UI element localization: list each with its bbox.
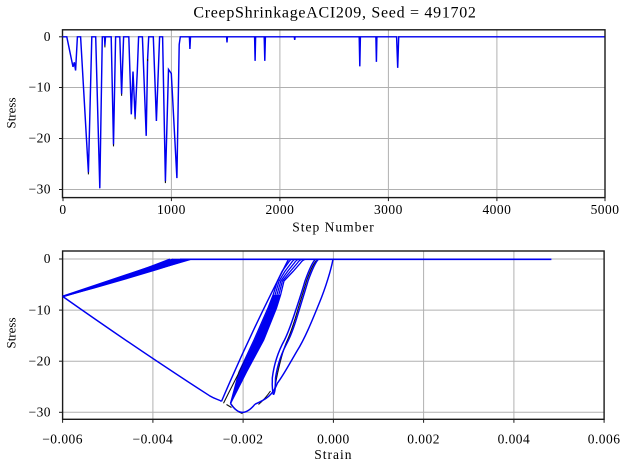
svg-text:−20: −20 xyxy=(29,353,51,368)
svg-text:−10: −10 xyxy=(29,80,51,95)
svg-text:0.006: 0.006 xyxy=(588,432,621,447)
svg-text:2000: 2000 xyxy=(265,202,294,217)
svg-text:0: 0 xyxy=(59,202,66,217)
svg-text:−0.004: −0.004 xyxy=(133,432,174,447)
svg-text:0: 0 xyxy=(44,29,51,44)
svg-text:−20: −20 xyxy=(29,131,51,146)
svg-text:Stress: Stress xyxy=(4,317,19,348)
svg-text:−0.002: −0.002 xyxy=(223,432,264,447)
svg-text:4000: 4000 xyxy=(482,202,511,217)
svg-text:−30: −30 xyxy=(29,405,51,420)
svg-text:−0.006: −0.006 xyxy=(42,432,83,447)
svg-text:0: 0 xyxy=(44,251,51,266)
svg-text:−30: −30 xyxy=(29,182,51,197)
svg-text:0.004: 0.004 xyxy=(498,432,531,447)
svg-text:0.000: 0.000 xyxy=(317,432,350,447)
svg-text:CreepShrinkageACI209, Seed = 4: CreepShrinkageACI209, Seed = 491702 xyxy=(193,5,476,22)
svg-text:Strain: Strain xyxy=(314,447,352,462)
svg-text:3000: 3000 xyxy=(374,202,403,217)
svg-text:5000: 5000 xyxy=(591,202,620,217)
svg-text:Step Number: Step Number xyxy=(292,220,375,235)
svg-text:−10: −10 xyxy=(29,302,51,317)
svg-text:1000: 1000 xyxy=(157,202,186,217)
svg-text:0.002: 0.002 xyxy=(407,432,440,447)
svg-text:Stress: Stress xyxy=(4,97,19,128)
